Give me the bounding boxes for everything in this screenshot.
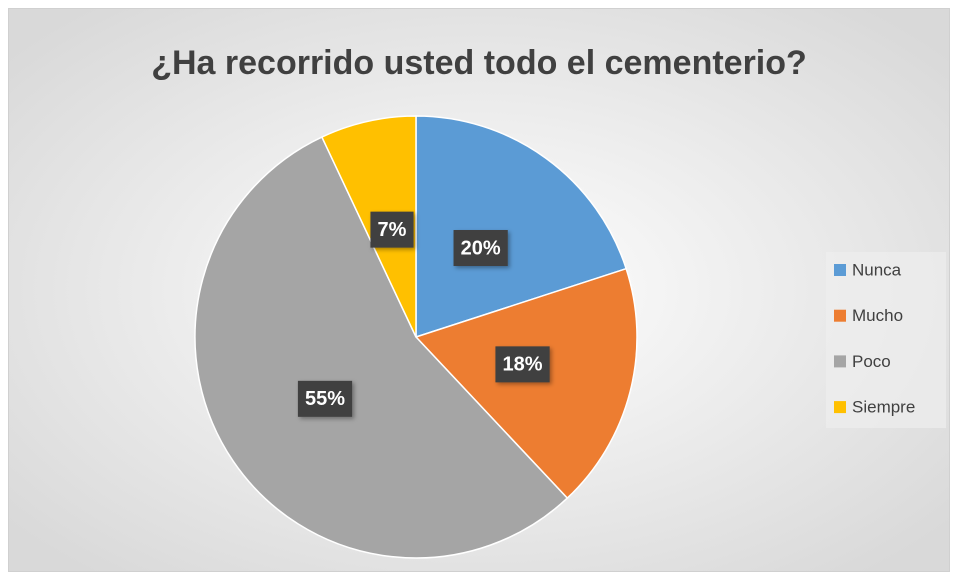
legend-swatch xyxy=(834,355,846,368)
pie-slice xyxy=(414,267,638,500)
data-label-box xyxy=(453,230,508,267)
pie-slice xyxy=(415,115,628,339)
data-label-box xyxy=(495,346,550,383)
legend-label: Nunca xyxy=(852,260,902,279)
data-label: 20% xyxy=(461,237,501,259)
data-label-box xyxy=(297,380,353,417)
pie-slice xyxy=(194,136,569,559)
legend-label: Mucho xyxy=(852,306,903,325)
legend-box xyxy=(826,252,946,428)
legend-swatch xyxy=(834,264,846,276)
pie-slice xyxy=(320,115,417,338)
data-label-box xyxy=(370,211,414,248)
legend-swatch xyxy=(834,401,846,414)
data-label: 7% xyxy=(378,219,407,241)
data-label: 18% xyxy=(503,354,543,376)
data-label: 55% xyxy=(305,388,345,410)
legend-label: Siempre xyxy=(852,398,915,417)
legend-label: Poco xyxy=(852,352,891,371)
legend-swatch xyxy=(834,309,846,322)
chart-title: ¿Ha recorrido usted todo el cementerio? xyxy=(151,44,807,82)
